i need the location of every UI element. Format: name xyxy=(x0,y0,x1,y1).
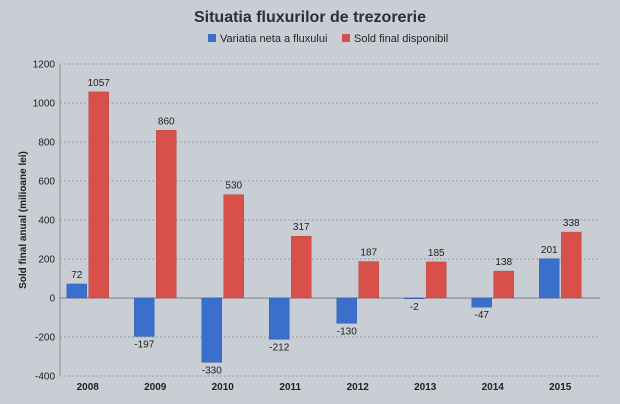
legend: Variatia neta a fluxului Sold final dispo… xyxy=(208,33,448,45)
x-category-2009: 2009 xyxy=(144,382,167,393)
x-category-2010: 2010 xyxy=(212,382,235,393)
bar-s0-2012 xyxy=(336,297,357,324)
bar-s1-2015 xyxy=(561,231,582,299)
bar-s1-2011 xyxy=(291,235,312,299)
data-label-s1-2008: 1057 xyxy=(88,78,111,89)
x-category-2008: 2008 xyxy=(77,382,100,393)
x-category-2015: 2015 xyxy=(549,382,572,393)
y-tick-label-3: 200 xyxy=(38,255,55,266)
data-labels: 72 1057 -197 860 -330 530 -212 317 -130 187 -2 185 -… xyxy=(71,78,580,376)
y-tick-label-5: 600 xyxy=(38,177,55,188)
bar-s0-2008 xyxy=(66,283,87,299)
data-label-s0-2015: 201 xyxy=(541,245,558,256)
bar-s0-2010 xyxy=(201,297,222,363)
bar-s1-2008 xyxy=(88,91,109,299)
y-tick-label-2: 0 xyxy=(49,294,55,305)
y-axis-ticks: -400 -200 0 200 400 600 800 1000 1200 xyxy=(33,60,56,383)
bar-s0-2014 xyxy=(471,297,492,308)
data-label-s1-2011: 317 xyxy=(293,222,310,233)
bars xyxy=(66,91,582,363)
y-axis-label: Sold final anual (milioane lei) xyxy=(18,151,29,289)
data-label-s1-2010: 530 xyxy=(225,181,242,192)
y-tick-label-4: 400 xyxy=(38,216,55,227)
legend-swatch-0 xyxy=(208,34,216,42)
data-label-s1-2015: 338 xyxy=(563,218,580,229)
data-label-s1-2012: 187 xyxy=(360,248,377,259)
bar-s0-2015 xyxy=(539,258,560,299)
data-label-s0-2014: -47 xyxy=(475,310,490,321)
x-category-2013: 2013 xyxy=(414,382,437,393)
x-category-2011: 2011 xyxy=(279,382,301,393)
bar-s1-2009 xyxy=(156,130,177,299)
y-tick-label-1: -200 xyxy=(35,333,55,344)
data-label-s1-2009: 860 xyxy=(158,116,175,127)
x-category-2014: 2014 xyxy=(482,382,505,393)
legend-swatch-1 xyxy=(342,34,350,42)
y-tick-label-0: -400 xyxy=(35,372,55,383)
y-tick-label-8: 1200 xyxy=(33,60,56,71)
data-label-s0-2013: -2 xyxy=(410,302,419,313)
data-label-s0-2011: -212 xyxy=(269,342,289,353)
bar-s0-2011 xyxy=(269,297,290,340)
data-label-s0-2012: -130 xyxy=(337,326,357,337)
y-tick-label-6: 800 xyxy=(38,138,55,149)
bar-s1-2012 xyxy=(358,261,379,299)
data-label-s0-2009: -197 xyxy=(134,339,154,350)
chart-title: Situatia fluxurilor de trezorerie xyxy=(194,9,426,26)
x-category-2012: 2012 xyxy=(347,382,370,393)
data-label-s0-2010: -330 xyxy=(202,365,222,376)
legend-label-1: Sold final disponibil xyxy=(354,33,448,45)
bar-s1-2013 xyxy=(426,261,447,299)
bar-s0-2009 xyxy=(134,297,155,337)
data-label-s0-2008: 72 xyxy=(71,270,83,281)
bar-s1-2010 xyxy=(223,194,244,299)
y-tick-label-7: 1000 xyxy=(33,99,56,110)
data-label-s1-2014: 138 xyxy=(495,257,512,268)
bar-s0-2013 xyxy=(404,297,425,300)
legend-label-0: Variatia neta a fluxului xyxy=(220,33,327,45)
bar-s1-2014 xyxy=(493,270,514,299)
data-label-s1-2013: 185 xyxy=(428,248,445,259)
x-axis-categories: 2008 2009 2010 2011 2012 2013 2014 2015 xyxy=(77,382,572,393)
